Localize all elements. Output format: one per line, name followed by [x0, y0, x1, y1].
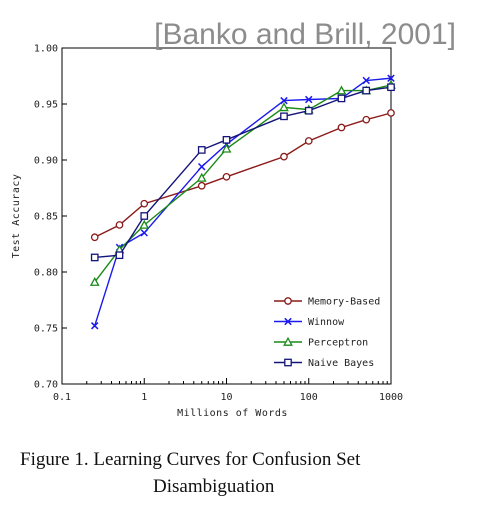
learning-curves-chart: 0.70 0.75 0.80 0.85 0.90 0.95 1.00 0.1 1 10 100 100…	[11, 44, 403, 420]
data-point-naive-bayes	[140, 212, 149, 220]
data-point-memory-based	[140, 199, 149, 208]
data-point-naive-bayes	[197, 146, 206, 154]
x-tick-label: 10	[220, 392, 232, 403]
legend-marker	[283, 336, 293, 346]
x-axis-label: Millions of Words	[177, 408, 288, 419]
legend-item-memory-based: Memory-Based	[274, 297, 380, 308]
figure-caption-line-2: Disambiguation	[153, 476, 275, 497]
data-point-winnow	[280, 96, 288, 105]
legend-label: Winnow	[308, 317, 345, 328]
data-point-naive-bayes	[222, 135, 231, 144]
data-point-winnow	[305, 95, 313, 104]
y-tick-label: 0.85	[34, 212, 58, 223]
legend-marker	[284, 317, 292, 326]
y-tick-label: 0.95	[34, 100, 58, 111]
data-point-memory-based	[362, 115, 371, 124]
legend-item-naive-bayes: Naive Bayes	[274, 358, 374, 369]
figure-caption: Figure 1. Learning Curves for Confusion …	[0, 446, 478, 500]
legend-label: Naive Bayes	[308, 358, 374, 369]
data-point-perceptron	[279, 102, 289, 112]
data-point-naive-bayes	[115, 251, 124, 260]
data-point-memory-based	[197, 181, 206, 190]
x-tick-label: 0.1	[53, 392, 71, 403]
data-point-perceptron	[139, 219, 150, 229]
slide-title: [Banko and Brill, 2001]	[154, 18, 456, 51]
legend-marker	[284, 297, 292, 305]
x-tick-label: 100	[300, 392, 318, 403]
figure-caption-line-1: Figure 1. Learning Curves for Confusion …	[20, 449, 361, 470]
chart-legend: Memory-Based Winnow Perceptron Naive Bayes	[274, 297, 380, 369]
data-point-naive-bayes	[362, 86, 371, 95]
data-point-perceptron	[221, 143, 232, 153]
data-point-winnow	[198, 162, 206, 171]
chart-axes: 0.70 0.75 0.80 0.85 0.90 0.95 1.00 0.1 1 10 100 100…	[11, 44, 403, 420]
chart-series	[89, 74, 396, 330]
data-point-memory-based	[222, 172, 231, 181]
data-point-memory-based	[115, 221, 124, 229]
data-point-naive-bayes	[280, 112, 288, 121]
data-point-memory-based	[90, 233, 99, 242]
series-naive-bayes	[90, 83, 395, 262]
series-line-memory-based	[94, 112, 392, 238]
series-line-perceptron	[94, 84, 392, 283]
legend-marker	[284, 358, 292, 367]
data-point-perceptron	[196, 172, 207, 182]
data-point-winnow	[362, 76, 370, 85]
y-tick-label: 0.75	[34, 324, 58, 335]
data-point-winnow	[140, 229, 148, 237]
x-tick-label: 1000	[379, 392, 403, 403]
y-tick-label: 0.80	[34, 268, 58, 279]
series-line-winnow	[94, 77, 392, 327]
data-point-naive-bayes	[90, 253, 99, 262]
y-axis-label: Test Accuracy	[11, 174, 22, 259]
data-point-winnow	[91, 322, 99, 330]
data-point-memory-based	[304, 137, 313, 145]
data-point-naive-bayes	[304, 106, 313, 115]
data-point-perceptron	[89, 276, 100, 286]
series-winnow	[91, 74, 395, 330]
legend-item-winnow: Winnow	[274, 317, 345, 328]
series-line-naive-bayes	[94, 86, 392, 259]
legend-item-perceptron: Perceptron	[274, 336, 368, 349]
legend-label: Memory-Based	[308, 297, 380, 308]
data-point-naive-bayes	[387, 83, 395, 92]
y-tick-label: 0.90	[34, 156, 58, 167]
data-point-memory-based	[387, 109, 395, 117]
legend-label: Perceptron	[308, 338, 368, 349]
data-point-naive-bayes	[337, 94, 346, 103]
series-perceptron	[89, 79, 396, 286]
data-point-memory-based	[280, 152, 288, 161]
y-tick-label: 1.00	[34, 44, 58, 55]
series-memory-based	[90, 109, 395, 242]
data-point-perceptron	[336, 85, 347, 95]
data-point-winnow	[387, 74, 395, 82]
x-tick-label: 1	[141, 392, 147, 403]
data-point-memory-based	[337, 123, 346, 132]
y-tick-label: 0.70	[34, 380, 58, 391]
